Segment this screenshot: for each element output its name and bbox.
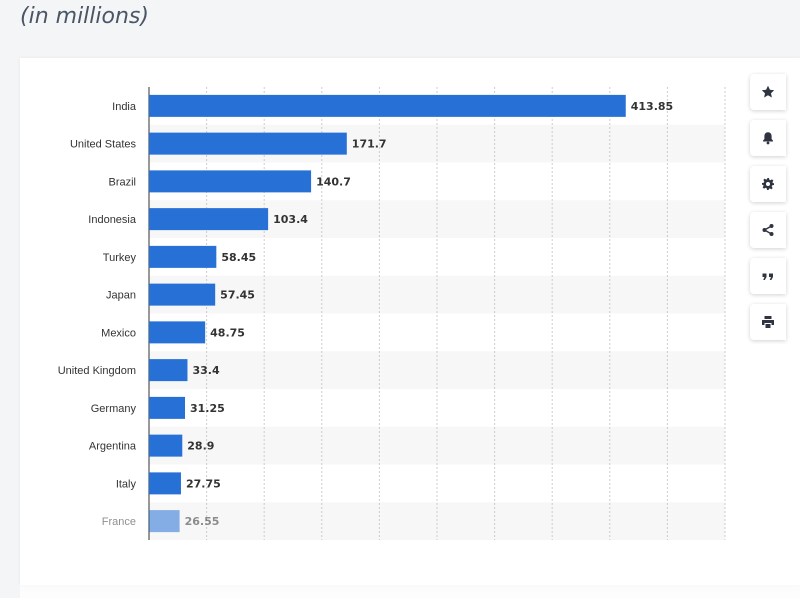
category-label: Japan — [106, 290, 136, 302]
bar — [149, 132, 347, 155]
share-button[interactable] — [750, 212, 786, 248]
bar — [149, 321, 206, 344]
value-label: 48.75 — [210, 326, 245, 339]
gear-icon — [762, 178, 774, 190]
category-label: France — [102, 516, 136, 528]
favorite-button[interactable] — [750, 74, 786, 110]
value-label: 58.45 — [221, 251, 256, 264]
category-label: Indonesia — [88, 214, 137, 226]
print-button[interactable] — [750, 304, 786, 340]
bar — [149, 472, 181, 495]
value-label: 57.45 — [220, 289, 255, 302]
bar — [149, 510, 180, 533]
bar — [149, 245, 217, 268]
share-icon — [762, 224, 774, 236]
chart-subtitle: (in millions) — [20, 4, 149, 29]
category-label: Mexico — [101, 327, 136, 339]
quote-icon — [762, 273, 773, 280]
value-label: 28.9 — [187, 440, 214, 453]
category-label: United Kingdom — [58, 365, 136, 377]
bar — [149, 359, 188, 382]
category-label: Italy — [116, 478, 137, 490]
category-label: Turkey — [103, 252, 137, 264]
chart-toolbar — [750, 74, 800, 350]
category-label: Argentina — [89, 441, 137, 453]
category-label: India — [112, 101, 137, 113]
bar — [149, 434, 183, 457]
category-label: United States — [70, 139, 137, 151]
bell-icon — [763, 132, 773, 145]
chart-card: India 413.85 United States 171.7 Brazil 140.7… — [20, 58, 800, 598]
bar — [149, 396, 185, 419]
bar — [149, 208, 269, 231]
value-label: 413.85 — [631, 100, 673, 113]
settings-button[interactable] — [750, 166, 786, 202]
category-label: Germany — [91, 403, 137, 415]
value-label: 33.4 — [192, 364, 219, 377]
print-icon — [762, 316, 774, 328]
value-label: 27.75 — [186, 477, 221, 490]
value-label: 171.7 — [352, 138, 387, 151]
bar — [149, 94, 626, 117]
bar — [149, 170, 312, 193]
value-label: 140.7 — [316, 175, 351, 188]
bar — [149, 283, 216, 306]
star-icon — [761, 85, 775, 98]
bar-chart: India 413.85 United States 171.7 Brazil 140.7… — [58, 87, 726, 540]
cite-button[interactable] — [750, 258, 786, 294]
value-label: 31.25 — [190, 402, 225, 415]
notification-button[interactable] — [750, 120, 786, 156]
value-label: 103.4 — [273, 213, 308, 226]
row-stripe — [149, 351, 725, 389]
row-stripe — [149, 426, 725, 465]
category-label: Brazil — [108, 176, 136, 188]
value-label: 26.55 — [185, 515, 220, 528]
